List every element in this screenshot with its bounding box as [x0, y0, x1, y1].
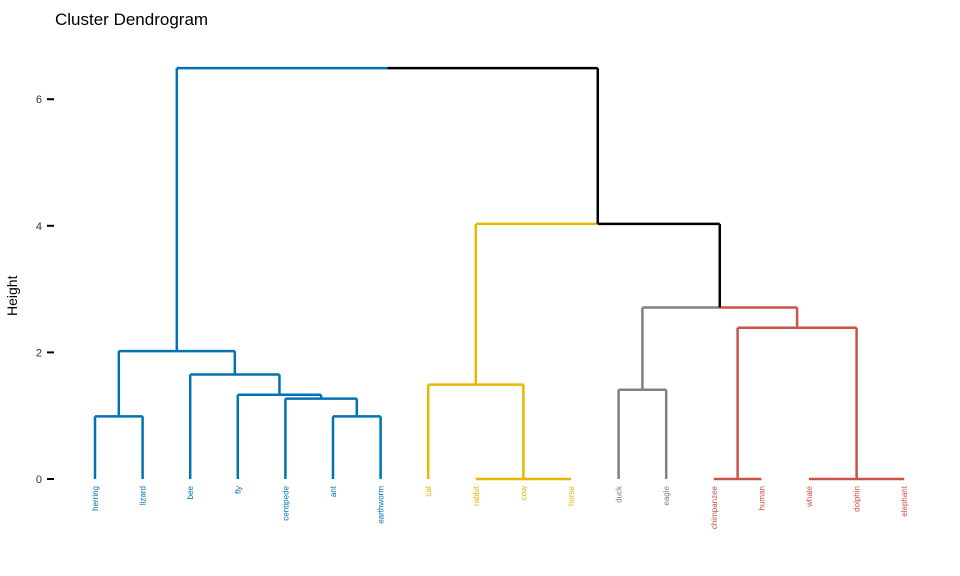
y-tick-label: 0 — [36, 474, 42, 486]
y-tick-label: 4 — [36, 221, 42, 233]
y-tick-label: 6 — [36, 94, 42, 106]
leaf-label: chimpanzee — [710, 485, 719, 529]
leaf-label: centipede — [281, 485, 290, 520]
leaf-label: rabbit — [472, 485, 481, 506]
leaf-label: dolphin — [853, 486, 862, 512]
leaf-label: cow — [519, 486, 528, 500]
leaf-label: earthworm — [377, 486, 386, 524]
leaf-label: eagle — [662, 485, 671, 505]
leaf-label: herring — [91, 486, 100, 511]
leaf-label: lizard — [139, 486, 148, 505]
leaf-label: human — [757, 486, 766, 510]
leaf-label: bee — [186, 485, 195, 499]
y-tick-label: 2 — [36, 347, 42, 359]
leaf-label: elephant — [900, 485, 909, 516]
leaf-label: whale — [805, 485, 814, 507]
leaf-label: cat — [424, 485, 433, 496]
leaf-label: ant — [329, 485, 338, 497]
leaf-label: fly — [234, 486, 243, 494]
chart-title: Cluster Dendrogram — [55, 10, 209, 29]
leaf-label: horse — [567, 485, 576, 506]
leaf-label: duck — [615, 485, 624, 503]
